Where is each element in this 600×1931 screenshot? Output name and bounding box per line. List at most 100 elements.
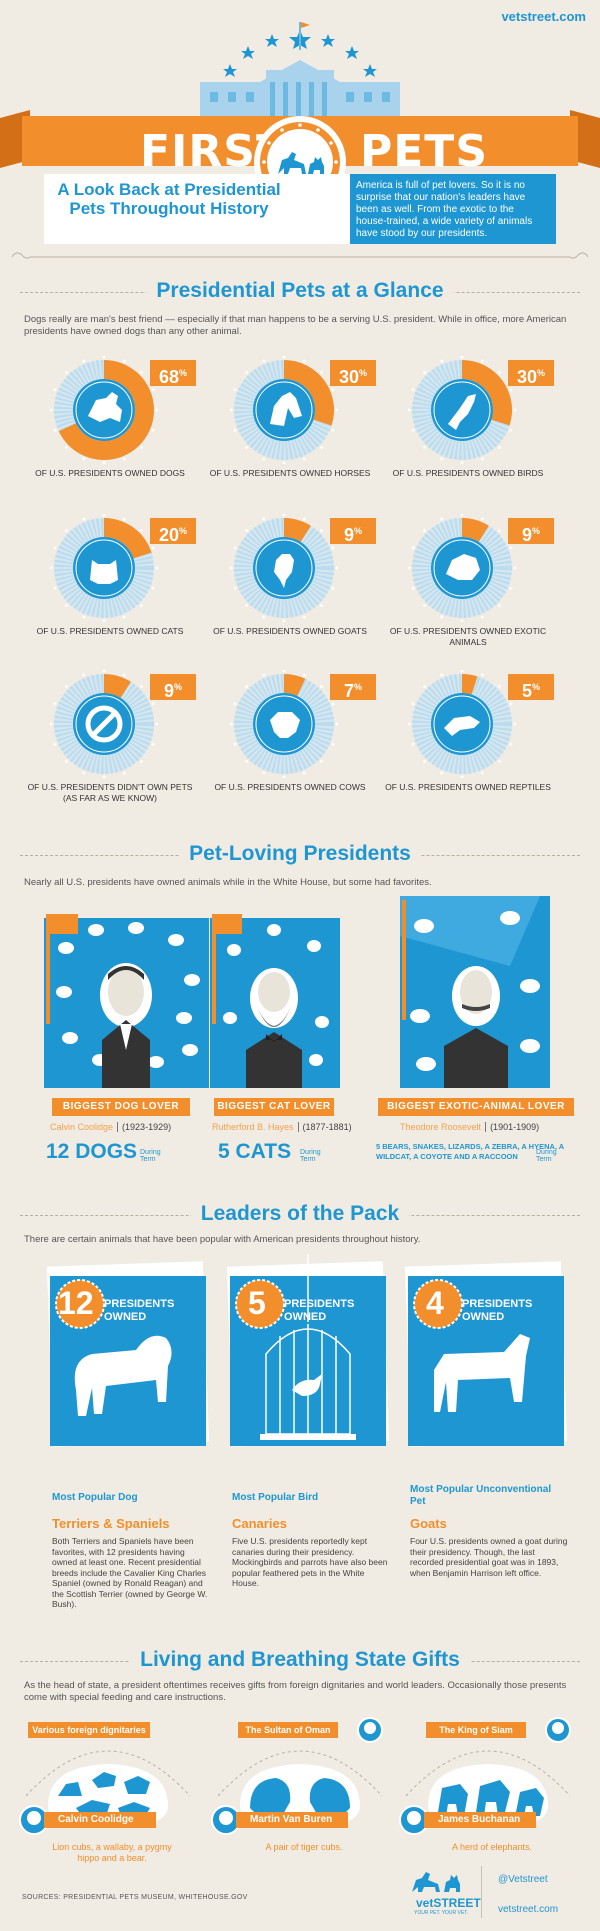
bird-icon	[448, 394, 476, 430]
goat-illustration	[404, 1261, 568, 1447]
hayes-portrait	[210, 914, 340, 1088]
gift-from-label: Various foreign dignitaries	[28, 1722, 150, 1738]
vetstreet-logo-icon	[412, 1872, 460, 1892]
footer-brand[interactable]: vetSTREET	[416, 1896, 481, 1910]
gift-coolidge: Various foreign dignitaries Calvin Coolid…	[18, 1716, 198, 1866]
presidents-label: PRESIDENTS	[104, 1298, 175, 1310]
leader-heading: Goats	[410, 1516, 447, 1531]
goat-icon	[274, 554, 294, 588]
glance-title: Presidential Pets at a Glance	[0, 279, 600, 303]
horse-icon	[270, 392, 302, 426]
percent-badge: 7%	[330, 674, 376, 701]
twitter-link[interactable]: @Vetstreet	[498, 1874, 548, 1885]
exotic-animal-icon	[446, 554, 480, 580]
badge-biggest-dog-lover: BIGGEST DOG LOVER	[52, 1098, 190, 1116]
presidents-description: Nearly all U.S. presidents have owned an…	[24, 877, 432, 888]
stat-no-pets: 9% OF U.S. PRESIDENTS DIDN'T OWN PETS (AS…	[20, 670, 200, 820]
donut-wedge	[284, 674, 306, 696]
footer-separator	[481, 1866, 482, 1918]
owned-label: OWNED	[284, 1311, 327, 1323]
coolidge-portrait	[44, 914, 209, 1088]
gift-from-label: The Sultan of Oman	[238, 1722, 338, 1738]
presidents-owned-count: 4	[426, 1285, 444, 1321]
name-coolidge: Calvin Coolidge (1923-1929)	[50, 1122, 172, 1132]
donut-wedge	[104, 674, 131, 698]
presidents-owned-count: 5	[248, 1285, 266, 1321]
leader-body: Five U.S. presidents reportedly kept can…	[232, 1536, 388, 1588]
donut-wedge	[462, 518, 489, 542]
owned-label: OWNED	[462, 1311, 505, 1323]
donut-wedge	[58, 360, 154, 460]
gift-president-label: Martin Van Buren	[236, 1812, 348, 1828]
gift-description: Lion cubs, a wallaby, a pygmy hippo and …	[52, 1842, 172, 1863]
percent-badge: 30%	[508, 360, 554, 387]
leaders-title: Leaders of the Pack	[0, 1202, 600, 1226]
donut-chart	[408, 356, 516, 464]
stat-caption: OF U.S. PRESIDENTS OWNED GOATS	[213, 626, 367, 636]
gift-president-label: Calvin Coolidge	[44, 1812, 156, 1828]
percent-badge: 9%	[150, 674, 196, 701]
stat-exotic-animal: 9% OF U.S. PRESIDENTS OWNED EXOTIC ANIMAL…	[378, 514, 558, 664]
name-roosevelt: Theodore Roosevelt (1901-1909)	[400, 1122, 540, 1132]
presidents-title: Pet-Loving Presidents	[0, 842, 600, 866]
footer-tagline: YOUR PET. YOUR VET.	[414, 1910, 469, 1916]
owned-label: OWNED	[104, 1311, 147, 1323]
donut-chart	[230, 670, 338, 778]
stat-caption: OF U.S. PRESIDENTS OWNED EXOTIC ANIMALS	[389, 626, 547, 647]
donut-wedge	[462, 360, 512, 426]
term-label: During Term	[300, 1149, 321, 1163]
badge-biggest-cat-lover: BIGGEST CAT LOVER	[214, 1098, 334, 1116]
dog-icon	[88, 392, 122, 422]
leader-body: Both Terriers and Spaniels have been fav…	[52, 1536, 208, 1609]
name-hayes: Rutherford B. Hayes (1877-1881)	[212, 1122, 352, 1132]
roosevelt-portrait	[400, 896, 550, 1088]
glance-description: Dogs really are man's best friend — espe…	[24, 314, 567, 337]
no-pets-icon	[85, 705, 123, 743]
donut-wedge	[462, 674, 478, 695]
donut-wedge	[284, 360, 334, 426]
site-url-link[interactable]: vetstreet.com	[501, 9, 586, 24]
gift-president-label: James Buchanan	[424, 1812, 536, 1828]
stat-horse: 30% OF U.S. PRESIDENTS OWNED HORSES	[200, 356, 380, 506]
stat-caption: OF U.S. PRESIDENTS OWNED REPTILES	[385, 782, 551, 792]
stat-caption: OF U.S. PRESIDENTS OWNED COWS	[214, 782, 366, 792]
donut-chart	[50, 356, 158, 464]
reptile-icon	[444, 716, 480, 736]
most-popular-label: Most Popular Unconventional Pet	[410, 1484, 552, 1507]
stat-goat: 9% OF U.S. PRESIDENTS OWNED GOATS	[200, 514, 380, 664]
leaders-description: There are certain animals that have been…	[24, 1234, 421, 1245]
leader-heading: Canaries	[232, 1516, 287, 1531]
gift-buchanan: The King of Siam James Buchanan A herd of …	[398, 1716, 578, 1866]
percent-badge: 9%	[508, 518, 554, 545]
stat-bird: 30% OF U.S. PRESIDENTS OWNED BIRDS	[378, 356, 558, 506]
donut-chart	[230, 356, 338, 464]
stat-caption: OF U.S. PRESIDENTS DIDN'T OWN PETS (AS F…	[27, 782, 193, 803]
donut-wedge	[104, 518, 152, 559]
stat-dog: 68% OF U.S. PRESIDENTS OWNED DOGS	[20, 356, 200, 506]
most-popular-label: Most Popular Dog	[52, 1492, 138, 1503]
term-label: During Term	[536, 1149, 557, 1163]
white-house-illustration	[200, 22, 400, 120]
donut-chart	[230, 514, 338, 622]
stat-caption: OF U.S. PRESIDENTS OWNED BIRDS	[392, 468, 544, 478]
percent-badge: 30%	[330, 360, 376, 387]
leader-heading: Terriers & Spaniels	[52, 1516, 170, 1531]
most-popular-label: Most Popular Bird	[232, 1492, 319, 1503]
stat-caption: OF U.S. PRESIDENTS OWNED DOGS	[35, 468, 185, 478]
percent-badge: 9%	[330, 518, 376, 545]
gift-van-buren: The Sultan of Oman Martin Van Buren A pair…	[210, 1716, 390, 1866]
donut-wedge	[284, 518, 311, 542]
presidents-owned-count: 12	[58, 1285, 94, 1321]
footer-url-link[interactable]: vetstreet.com	[498, 1904, 559, 1915]
term-label: During Term	[140, 1149, 161, 1163]
stat-reptile: 5% OF U.S. PRESIDENTS OWNED REPTILES	[378, 670, 558, 820]
gift-description: A herd of elephants.	[451, 1842, 533, 1852]
cow-icon	[270, 712, 300, 738]
stat-cat: 20% OF U.S. PRESIDENTS OWNED CATS	[20, 514, 200, 664]
presidents-label: PRESIDENTS	[284, 1298, 355, 1310]
gifts-description: As the head of state, a president oftent…	[24, 1680, 567, 1703]
stat-caption: OF U.S. PRESIDENTS OWNED HORSES	[209, 468, 371, 478]
sources: SOURCES: PRESIDENTIAL PETS MUSEUM, WHITE…	[22, 1894, 248, 1901]
donut-chart	[408, 670, 516, 778]
donut-chart	[408, 514, 516, 622]
